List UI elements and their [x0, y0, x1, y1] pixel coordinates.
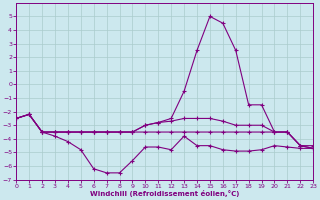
X-axis label: Windchill (Refroidissement éolien,°C): Windchill (Refroidissement éolien,°C) [90, 190, 239, 197]
